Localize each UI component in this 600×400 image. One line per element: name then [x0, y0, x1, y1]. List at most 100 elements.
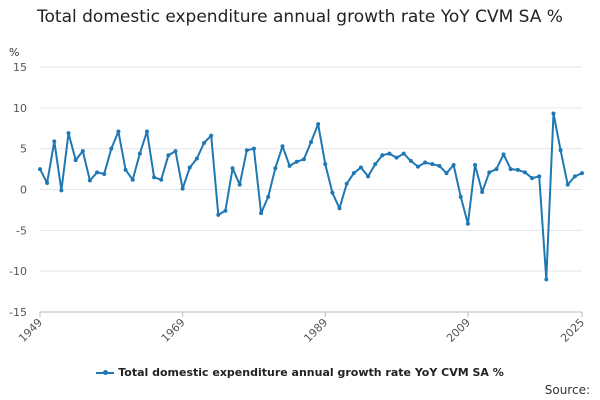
data-point: [244, 148, 249, 153]
data-point: [530, 176, 535, 181]
data-point: [508, 167, 513, 172]
data-point: [423, 160, 428, 165]
data-point: [180, 186, 185, 191]
data-point: [465, 221, 470, 226]
data-point: [444, 171, 449, 176]
data-point: [458, 194, 463, 199]
data-point: [95, 170, 100, 175]
data-point: [209, 133, 214, 138]
legend-swatch: [96, 370, 115, 375]
data-point: [323, 162, 328, 167]
data-point: [144, 129, 149, 134]
data-point: [45, 180, 50, 185]
data-point: [301, 157, 306, 162]
data-point: [116, 129, 121, 134]
x-axis-ticks: 1949 1969 1989 2009 2025: [16, 312, 587, 345]
data-point: [152, 175, 157, 180]
y-tick-label: -10: [9, 265, 27, 278]
data-point: [572, 174, 577, 179]
data-point: [408, 158, 413, 163]
data-point: [580, 171, 584, 176]
x-tick-label: 1989: [301, 316, 330, 345]
data-point: [273, 166, 278, 171]
data-point: [544, 277, 549, 282]
chart-title: Total domestic expenditure annual growth…: [37, 7, 563, 27]
data-point: [237, 182, 242, 187]
data-point: [473, 163, 478, 167]
x-tick-label: 2009: [444, 316, 473, 345]
x-tick-label: 2025: [558, 316, 587, 345]
data-point: [501, 152, 506, 157]
data-point: [373, 162, 378, 167]
y-tick-label: -5: [16, 224, 27, 237]
data-point: [38, 167, 42, 172]
data-point: [337, 206, 342, 211]
data-point: [202, 140, 207, 145]
data-point: [351, 171, 356, 176]
data-point: [280, 144, 285, 149]
y-tick-label: 5: [20, 143, 27, 156]
data-point: [251, 146, 256, 151]
data-point: [316, 122, 321, 127]
data-point: [130, 177, 135, 182]
data-point: [102, 171, 107, 176]
data-point: [123, 167, 128, 172]
legend-label: Total domestic expenditure annual growth…: [118, 366, 504, 379]
data-point: [187, 165, 192, 170]
data-point: [216, 212, 221, 217]
data-point: [480, 189, 485, 194]
data-point: [173, 149, 178, 154]
data-point: [515, 167, 520, 172]
y-tick-label: -15: [9, 306, 27, 319]
data-point: [294, 159, 299, 164]
data-point: [259, 211, 264, 216]
data-point: [522, 170, 527, 175]
data-point: [344, 181, 349, 186]
y-tick-label: 10: [13, 102, 27, 115]
data-point: [401, 151, 406, 156]
data-point: [194, 156, 199, 161]
data-point: [66, 131, 71, 136]
data-point: [223, 208, 228, 213]
data-point: [309, 140, 313, 145]
source-label: Source:: [544, 383, 590, 397]
x-tick-label: 1949: [16, 316, 45, 345]
data-point: [487, 170, 492, 175]
data-point: [109, 146, 114, 151]
data-point: [366, 174, 371, 179]
data-point: [330, 190, 335, 195]
data-point: [494, 167, 499, 172]
data-point: [358, 165, 363, 170]
data-point: [380, 153, 385, 158]
data-point: [430, 162, 435, 167]
y-tick-label: 15: [13, 61, 27, 74]
data-point: [166, 153, 171, 158]
y-axis-ticks: 15 10 5 0 -5 -10 -15: [9, 61, 27, 319]
data-point: [80, 149, 85, 154]
gridlines: [40, 66, 582, 313]
data-point: [230, 166, 235, 171]
series-line: [39, 112, 583, 281]
data-point: [415, 164, 420, 169]
data-point: [451, 163, 456, 167]
data-point: [266, 194, 271, 199]
data-point: [551, 111, 556, 116]
data-point: [537, 174, 542, 179]
data-point: [52, 139, 57, 144]
data-point: [565, 182, 570, 187]
data-point: [87, 178, 92, 183]
data-point: [73, 158, 78, 163]
data-point: [137, 151, 142, 156]
series-group: [38, 111, 584, 282]
y-axis-unit-label: %: [9, 46, 20, 59]
data-point: [437, 163, 442, 168]
data-point: [394, 155, 399, 160]
data-point: [59, 188, 64, 193]
data-point: [558, 148, 563, 153]
data-point: [287, 163, 292, 168]
data-point: [159, 177, 164, 182]
x-tick-label: 1969: [159, 316, 188, 345]
legend[interactable]: Total domestic expenditure annual growth…: [0, 366, 600, 379]
y-tick-label: 0: [20, 184, 27, 197]
